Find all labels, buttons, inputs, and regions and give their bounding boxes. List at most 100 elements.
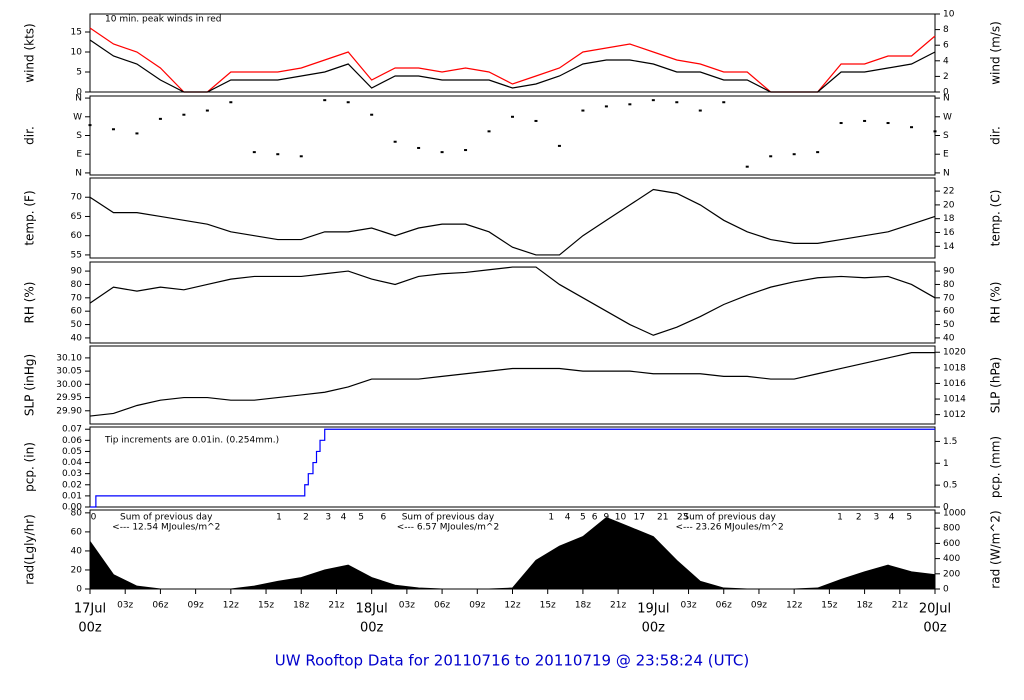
data-point [675,101,679,104]
y2-axis-label: SLP (hPa) [989,357,1003,413]
hour-mark: 4 [565,513,571,523]
daily-sum-value: <--- 6.57 MJoules/m^2 [397,523,499,533]
y-tick-label: 0.04 [62,458,82,468]
data-point [698,109,702,112]
data-line [89,39,936,93]
y-tick-label: 80 [71,508,83,518]
y-tick-label: 30.10 [56,353,82,363]
y2-axis-label: temp. (C) [989,190,1003,247]
x-tick-label: 00z [360,621,384,636]
x-tick-label: 06z [716,601,732,611]
data-point [393,140,397,143]
x-tick-label: 00z [78,621,102,636]
y2-axis-label: rad (W/m^2) [989,510,1003,588]
x-tick-label: 12z [504,601,520,611]
y2-tick-label: 50 [943,320,955,330]
hour-mark: 5 [580,513,586,523]
x-tick-label: 18z [856,601,872,611]
day-label: 17Jul [74,602,106,617]
panel-frame [89,177,936,259]
y2-tick-label: 16 [943,228,955,238]
y2-axis-label: wind (m/s) [989,21,1003,85]
y-tick-label: N [75,94,82,104]
panel-frame [89,95,936,176]
annotation: 10 min. peak winds in red [105,15,222,25]
y2-tick-label: 0 [943,585,949,595]
y2-tick-label: 1016 [943,379,966,389]
day-label: 20Jul [919,602,951,617]
data-point [370,113,374,116]
y2-tick-label: E [943,150,949,160]
y2-tick-label: 1018 [943,363,966,373]
data-point [651,99,655,102]
y2-tick-label: 1.5 [943,437,957,447]
data-point [487,130,491,133]
y-tick-label: W [73,112,82,122]
data-point [910,126,914,129]
y2-tick-label: 0 [943,88,949,98]
panel-frame [89,13,936,93]
y2-tick-label: 2 [943,72,949,82]
data-point [205,109,209,112]
x-tick-label: 12z [786,601,802,611]
hour-mark: 9 [604,513,610,523]
hour-mark: 4 [889,513,895,523]
y2-tick-label: S [943,131,949,141]
data-point [88,124,92,127]
data-point [299,155,303,158]
y2-tick-label: 4 [943,56,949,66]
y-tick-label: 0 [76,585,82,595]
x-tick-label: 12z [223,601,239,611]
day-label: 19Jul [637,602,669,617]
y2-tick-label: 600 [943,539,960,549]
data-point [346,101,350,104]
data-point [886,122,890,125]
y-tick-label: 30.00 [56,380,82,390]
y2-axis-label: dir. [989,126,1003,145]
data-point [722,101,726,104]
y2-tick-label: 10 [943,10,955,20]
data-point [440,151,444,154]
data-point [111,128,115,131]
data-point [933,130,937,133]
y-tick-label: 0.05 [62,447,82,457]
footer-title: UW Rooftop Data for 20110716 to 20110719… [275,652,749,670]
hour-mark: 0 [91,513,97,523]
x-tick-label: 09z [469,601,485,611]
y-axis-label: dir. [23,126,37,145]
y-tick-label: E [76,150,82,160]
y2-axis-label: RH (%) [989,282,1003,324]
y2-tick-label: 8 [943,25,949,35]
y-tick-label: 60 [71,527,83,537]
data-line [89,188,936,256]
y-tick-label: 0.01 [62,491,82,501]
y-tick-label: N [75,168,82,178]
x-tick-label: 18z [575,601,591,611]
x-tick-label: 15z [821,601,837,611]
panel-frame [89,261,936,344]
y2-tick-label: 400 [943,554,960,564]
x-tick-label: 15z [540,601,556,611]
x-tick-label: 21z [328,601,344,611]
daily-sum-title: Sum of previous day [120,513,213,523]
y2-tick-label: 1000 [943,509,966,519]
data-point [557,144,561,147]
x-tick-label: 00z [923,621,947,636]
hour-mark: 5 [906,513,912,523]
data-point [628,103,632,106]
y-tick-label: 65 [71,212,82,222]
hour-mark: 6 [592,513,598,523]
data-point [581,109,585,112]
hour-mark: 3 [873,513,879,523]
daily-sum-value: <--- 23.26 MJoules/m^2 [676,523,784,533]
y-tick-label: 80 [71,280,83,290]
y2-tick-label: 22 [943,187,954,197]
x-tick-label: 03z [680,601,696,611]
hour-mark: 2 [303,513,309,523]
y-tick-label: S [76,131,82,141]
data-point [511,115,514,118]
y-tick-label: 30.05 [56,367,82,377]
daily-sum-title: Sum of previous day [402,513,495,523]
daily-sum-title: Sum of previous day [683,513,776,523]
hour-mark: 10 [615,513,627,523]
